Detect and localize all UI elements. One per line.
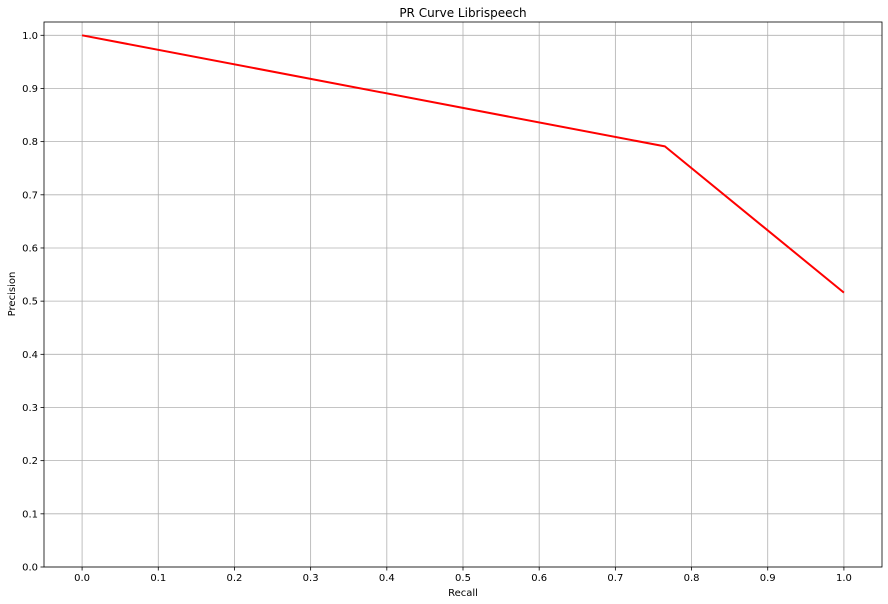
x-tick-label: 0.7 [607, 573, 623, 584]
y-tick-label: 1.0 [22, 31, 38, 42]
x-tick-label: 0.2 [227, 573, 243, 584]
y-tick-label: 0.9 [22, 84, 38, 95]
y-tick-label: 0.5 [22, 297, 38, 308]
y-tick-label: 0.6 [22, 243, 38, 254]
x-tick-label: 0.6 [531, 573, 547, 584]
y-tick-label: 0.4 [22, 350, 38, 361]
y-tick-label: 0.2 [22, 456, 38, 467]
x-tick-label: 1.0 [836, 573, 852, 584]
pr-curve-line [81, 34, 845, 294]
y-tick-label: 0.8 [22, 137, 38, 148]
x-tick-label: 0.3 [303, 573, 319, 584]
y-tick-label: 0.7 [22, 190, 38, 201]
y-tick-label: 0.3 [22, 403, 38, 414]
plot-frame [43, 21, 883, 568]
axis-ticks: 0.0 0.1 0.2 0.3 0.4 0.5 0.6 0.7 0.8 0.9 1.0 0.0 0.1 0… [22, 31, 852, 584]
x-tick-label: 0.0 [74, 573, 90, 584]
x-tick-label: 0.8 [684, 573, 700, 584]
x-tick-label: 0.5 [455, 573, 471, 584]
chart-title: PR Curve Librispeech [399, 6, 526, 20]
x-tick-label: 0.4 [379, 573, 395, 584]
x-tick-label: 0.1 [150, 573, 166, 584]
x-axis-label: Recall [448, 588, 478, 599]
data-series [81, 34, 845, 294]
y-tick-label: 0.0 [22, 563, 38, 574]
y-axis-label: Precision [7, 272, 18, 317]
x-tick-label: 0.9 [760, 573, 776, 584]
y-tick-label: 0.1 [22, 509, 38, 520]
